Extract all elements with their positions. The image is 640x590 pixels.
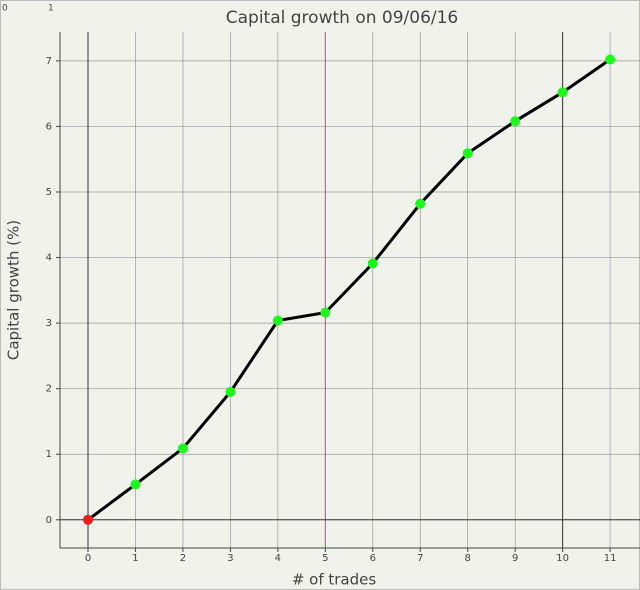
y-tick-label: 2 [46,384,52,395]
y-axis-label: Capital growth (%) [5,220,23,360]
point [225,386,236,397]
x-tick-label: 0 [85,553,91,564]
corner-label: 0 [2,4,8,14]
chart-title: Capital growth on 09/06/16 [226,8,459,28]
point [272,315,283,326]
series-line [87,58,611,522]
point [605,54,616,65]
x-tick-label: 1 [132,553,138,564]
x-tick-label: 10 [556,553,569,564]
x-tick-label: 5 [322,553,328,564]
point [320,307,331,318]
x-tick-label: 11 [604,553,617,564]
corner-label: 1 [48,4,54,14]
point [367,258,378,269]
y-tick-label: 1 [46,449,52,460]
point [510,116,521,127]
y-tick-label: 0 [46,515,52,526]
x-tick-label: 3 [227,553,233,564]
point [557,87,568,98]
point [177,443,188,454]
y-tick-label: 6 [46,121,52,132]
point [462,148,473,159]
x-tick-label: 6 [370,553,376,564]
x-tick-label: 4 [275,553,281,564]
x-axis-label: # of trades [292,571,377,589]
point [415,198,426,209]
point [83,514,94,525]
y-tick-label: 3 [46,318,52,329]
x-tick-label: 8 [465,553,471,564]
x-tick-label: 9 [512,553,518,564]
y-tick-label: 5 [46,187,52,198]
y-tick-label: 7 [46,56,52,67]
x-tick-label: 2 [180,553,186,564]
point [130,479,141,490]
y-tick-label: 4 [46,253,52,264]
x-tick-label: 7 [417,553,423,564]
